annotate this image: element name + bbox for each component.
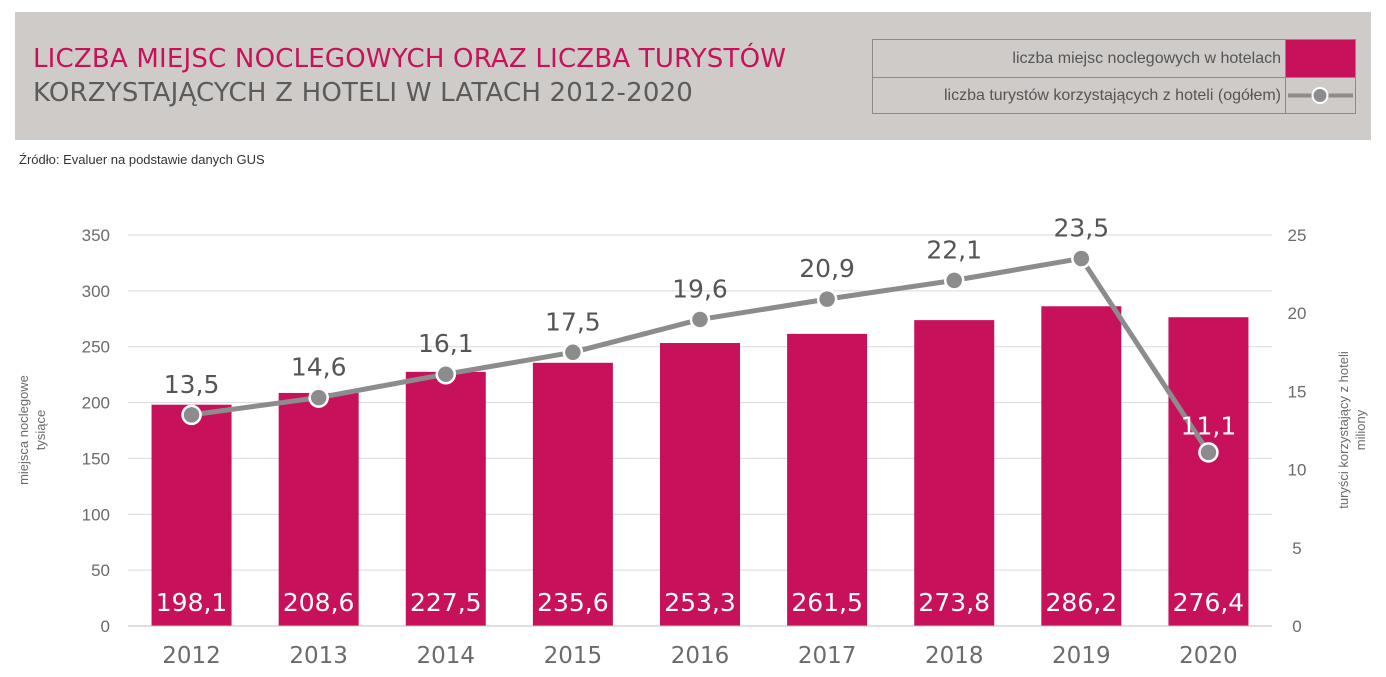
x-tick-label: 2012 <box>162 643 221 669</box>
line-point <box>435 363 457 385</box>
bar-value-label: 286,2 <box>1046 588 1118 617</box>
chart-title-line2: KORZYSTAJĄCYCH Z HOTELI W LATACH 2012-20… <box>33 78 694 108</box>
bar <box>405 371 486 626</box>
bar <box>532 362 613 626</box>
bar-value-label: 227,5 <box>410 588 482 617</box>
y-left-axis-unit: tysiące <box>33 410 48 450</box>
line-point <box>562 342 584 363</box>
bar-value-label: 261,5 <box>791 588 863 617</box>
x-tick-label: 2017 <box>798 643 857 669</box>
line-point <box>308 387 329 408</box>
legend-item-line: liczba turystów korzystających z hoteli … <box>873 77 1355 114</box>
line-point <box>943 270 965 291</box>
line-point <box>1071 248 1092 269</box>
y-right-tick-label: 0 <box>1292 617 1301 636</box>
legend-bar-swatch <box>1286 40 1355 77</box>
legend-item-bars: liczba miejsc noclegowych w hotelach <box>873 40 1355 78</box>
y-left-tick-label: 50 <box>91 561 110 580</box>
bar <box>787 333 868 626</box>
y-left-tick-label: 300 <box>82 282 110 301</box>
y-right-tick-label: 20 <box>1288 304 1307 323</box>
line-point <box>181 404 202 426</box>
x-tick-label: 2015 <box>544 643 603 669</box>
y-left-tick-label: 150 <box>82 449 110 468</box>
x-tick-label: 2020 <box>1179 643 1238 669</box>
line-point <box>689 309 711 330</box>
bar <box>151 404 232 626</box>
y-left-tick-label: 0 <box>101 617 110 636</box>
line-point <box>1198 442 1219 463</box>
bar <box>914 320 995 626</box>
line-value-label: 13,5 <box>164 370 220 399</box>
y-left-tick-label: 200 <box>82 394 110 413</box>
line-value-label: 16,1 <box>418 329 474 358</box>
y-right-tick-label: 10 <box>1288 461 1307 480</box>
x-tick-label: 2013 <box>289 643 348 669</box>
y-right-tick-label: 15 <box>1288 382 1307 401</box>
line-point <box>816 288 838 310</box>
line-value-label: 22,1 <box>926 235 982 264</box>
line-value-label: 20,9 <box>799 254 855 283</box>
bar <box>1041 306 1122 626</box>
bar-value-label: 198,1 <box>156 588 228 617</box>
bar <box>660 343 740 626</box>
legend-label-bars: liczba miejsc noclegowych w hotelach <box>1012 49 1281 67</box>
y-right-axis-title: turyści korzystający z hoteli <box>1336 351 1351 509</box>
line-value-label: 17,5 <box>545 307 601 336</box>
bar <box>1168 317 1249 626</box>
y-left-axis-title: miejsca noclegowe <box>16 375 31 485</box>
bar <box>278 392 359 626</box>
line-value-label: 19,6 <box>672 274 728 303</box>
legend: liczba miejsc noclegowych w hotelach lic… <box>872 39 1356 114</box>
chart-header: LICZBA MIEJSC NOCLEGOWYCH ORAZ LICZBA TU… <box>15 12 1371 140</box>
line-value-label: 14,6 <box>291 353 347 382</box>
bar-value-label: 273,8 <box>918 588 990 617</box>
line-value-label: 23,5 <box>1053 213 1109 242</box>
legend-label-line: liczba turystów korzystających z hoteli … <box>943 86 1281 104</box>
y-right-tick-label: 25 <box>1288 226 1307 245</box>
bar-value-label: 276,4 <box>1173 588 1245 617</box>
x-tick-label: 2019 <box>1052 643 1111 669</box>
bar-value-label: 253,3 <box>664 588 736 617</box>
line-value-label: 11,1 <box>1181 411 1237 440</box>
y-right-tick-label: 5 <box>1292 539 1301 558</box>
x-tick-label: 2016 <box>671 643 730 669</box>
legend-swatch-bar-box <box>1285 40 1355 77</box>
x-tick-label: 2014 <box>417 643 476 669</box>
legend-line-marker-swatch <box>1288 87 1353 104</box>
source-note: Źródło: Evaluer na podstawie danych GUS <box>19 152 265 167</box>
bar-value-label: 208,6 <box>283 588 355 617</box>
y-left-tick-label: 250 <box>82 338 110 357</box>
x-tick-label: 2018 <box>925 643 984 669</box>
y-right-axis-unit: miliony <box>1353 409 1368 450</box>
y-left-tick-label: 100 <box>82 505 110 524</box>
y-left-tick-label: 350 <box>82 226 110 245</box>
bar-value-label: 235,6 <box>537 588 609 617</box>
chart-title-line1: LICZBA MIEJSC NOCLEGOWYCH ORAZ LICZBA TU… <box>33 44 787 74</box>
legend-swatch-line-box <box>1285 77 1355 114</box>
